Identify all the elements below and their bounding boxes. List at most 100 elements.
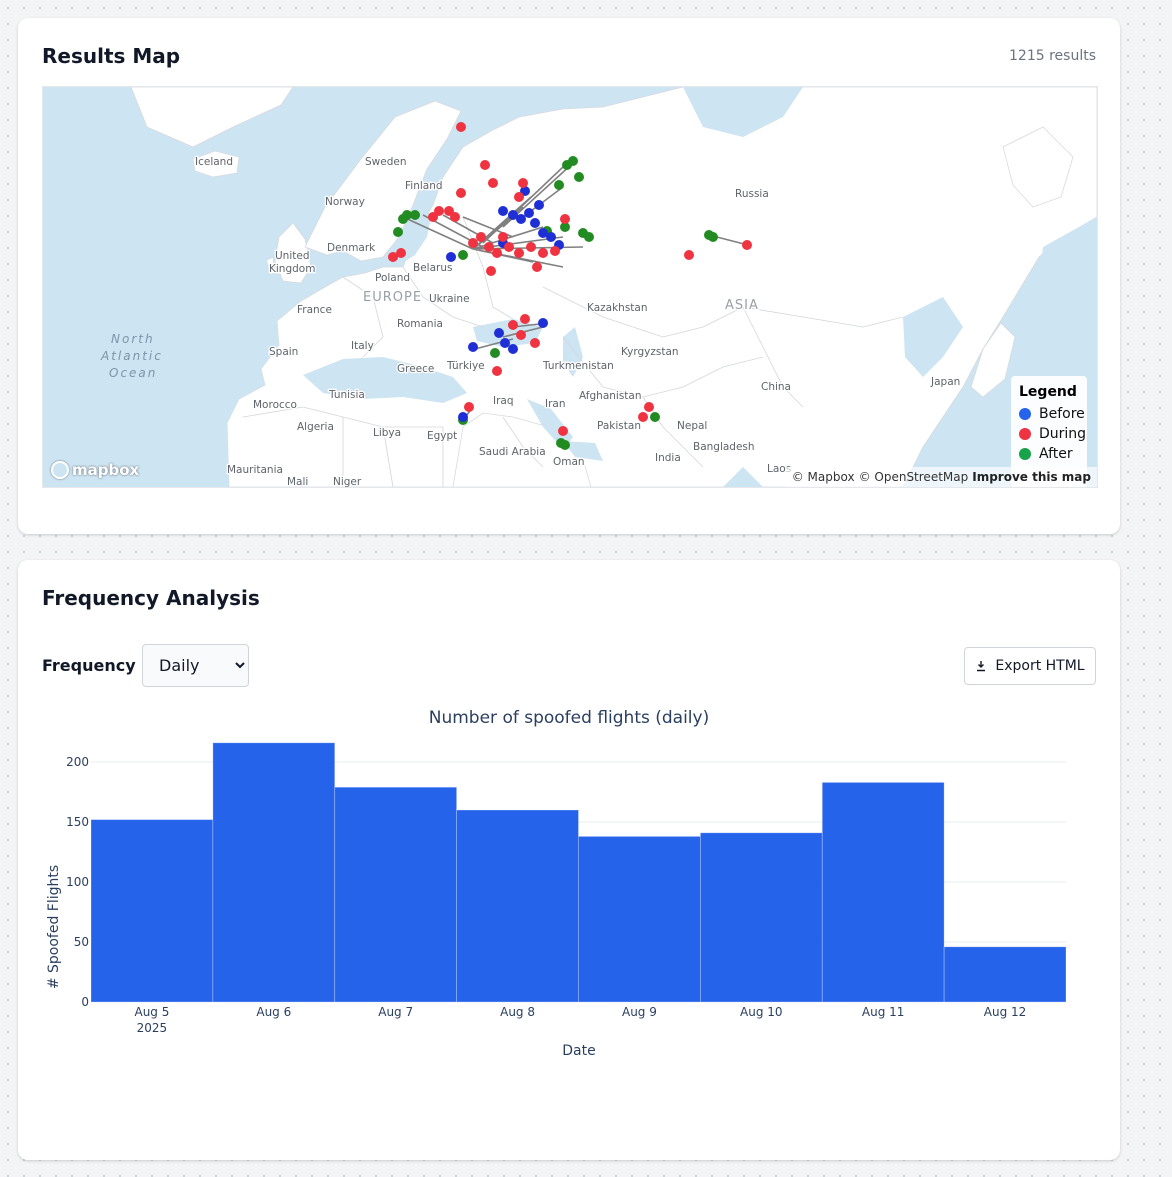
chart-bar[interactable] <box>943 946 1067 1003</box>
map-label-uk-line1: United <box>275 250 310 262</box>
chart-x-tick-label: Aug 5 <box>134 1005 169 1019</box>
chart-bar[interactable] <box>578 835 701 1003</box>
chart-bar[interactable] <box>334 786 458 1003</box>
map-label-kazakhstan: Kazakhstan <box>587 302 648 314</box>
improve-map-link[interactable]: Improve this map <box>972 470 1091 484</box>
results-map[interactable]: Iceland Sweden Finland Norway Russia Den… <box>42 86 1098 488</box>
legend-item-after: After <box>1019 444 1087 464</box>
map-label-iran: Iran <box>545 398 566 410</box>
map-label-tunisia: Tunisia <box>328 389 365 401</box>
map-label-europe: EUROPE <box>363 290 422 305</box>
map-label-romania: Romania <box>397 318 443 330</box>
map-label-saudi-arabia: Saudi Arabia <box>479 446 546 458</box>
map-label-sweden: Sweden <box>365 156 407 168</box>
map-label-turkiye: Türkiye <box>446 360 485 372</box>
frequency-select[interactable]: Daily <box>142 644 249 687</box>
chart-x-tick-label: Aug 12 <box>984 1005 1027 1019</box>
chart-x-tick-label: Aug 7 <box>378 1005 413 1019</box>
map-label-italy: Italy <box>351 340 374 352</box>
legend-dot-before <box>1019 408 1031 420</box>
map-label-mauritania: Mauritania <box>227 464 283 476</box>
chart-x-tick-label: Aug 8 <box>500 1005 535 1019</box>
export-html-button[interactable]: Export HTML <box>964 647 1096 685</box>
map-label-spain: Spain <box>269 346 298 358</box>
frequency-analysis-title: Frequency Analysis <box>42 586 260 610</box>
map-label-france: France <box>297 304 332 316</box>
map-label-pakistan: Pakistan <box>597 420 641 432</box>
results-count: 1215 results <box>1009 48 1096 64</box>
chart-x-tick-label: Aug 9 <box>622 1005 657 1019</box>
map-label-niger: Niger <box>333 476 362 487</box>
legend-dot-after <box>1019 448 1031 460</box>
mapbox-logo-icon <box>51 461 69 479</box>
chart-y-tick-label: 0 <box>81 995 89 1009</box>
results-map-card: Results Map 1215 results <box>18 18 1120 534</box>
map-label-mali: Mali <box>287 476 308 487</box>
chart-y-ticks: 0 50 100 150 200 <box>66 755 89 1009</box>
chart-y-tick-label: 150 <box>66 815 89 829</box>
chart-x-year-label: 2025 <box>137 1021 168 1035</box>
map-label-morocco: Morocco <box>253 399 297 411</box>
chart-x-tick-label: Aug 6 <box>256 1005 291 1019</box>
legend-label-after: After <box>1039 446 1073 462</box>
chart-y-tick-label: 200 <box>66 755 89 769</box>
frequency-analysis-card: Frequency Analysis Frequency Daily Expor… <box>18 560 1120 1160</box>
legend-label-during: During <box>1039 426 1087 442</box>
attribution-osm-link[interactable]: © OpenStreetMap <box>858 470 969 484</box>
download-icon <box>977 661 986 672</box>
chart-bars <box>90 742 1067 1003</box>
map-label-denmark: Denmark <box>327 242 376 254</box>
map-label-ocean-line2: Atlantic <box>100 349 163 363</box>
chart-x-tick-label: Aug 11 <box>862 1005 905 1019</box>
map-label-asia: ASIA <box>725 298 759 313</box>
chart-y-tick-label: 100 <box>66 875 89 889</box>
map-label-iceland: Iceland <box>195 156 233 168</box>
mapbox-logo[interactable]: mapbox <box>51 461 139 479</box>
map-label-finland: Finland <box>405 180 443 192</box>
map-label-kyrgyzstan: Kyrgyzstan <box>621 346 679 358</box>
chart-y-tick-label: 50 <box>74 935 89 949</box>
legend-title: Legend <box>1019 384 1077 400</box>
map-label-iraq: Iraq <box>493 395 514 407</box>
flight-points <box>388 122 752 450</box>
map-label-turkmenistan: Turkmenistan <box>542 360 614 372</box>
chart-bar[interactable] <box>699 832 823 1003</box>
legend-item-during: During <box>1019 424 1087 444</box>
map-attribution: © Mapbox © OpenStreetMap Improve this ma… <box>785 467 1097 487</box>
map-canvas[interactable]: Iceland Sweden Finland Norway Russia Den… <box>43 87 1097 487</box>
map-label-bangladesh: Bangladesh <box>693 441 755 453</box>
map-label-china: China <box>761 381 791 393</box>
chart-bar[interactable] <box>212 742 336 1003</box>
map-label-poland: Poland <box>375 272 410 284</box>
map-label-egypt: Egypt <box>427 430 457 442</box>
legend-item-before: Before <box>1019 404 1087 424</box>
export-html-label: Export HTML <box>995 658 1085 674</box>
chart-x-tick-label: Aug 10 <box>740 1005 783 1019</box>
chart-bar[interactable] <box>821 781 945 1003</box>
results-map-title: Results Map <box>42 44 181 68</box>
chart-x-ticks: Aug 5 Aug 6 Aug 7 Aug 8 Aug 9 Aug 10 Aug 11 Aug… <box>134 1005 1026 1035</box>
chart-x-axis-label: Date <box>562 1043 595 1059</box>
map-label-norway: Norway <box>325 196 365 208</box>
chart-bar[interactable] <box>90 819 214 1003</box>
map-label-afghanistan: Afghanistan <box>579 390 642 402</box>
legend-dot-during <box>1019 428 1031 440</box>
map-label-belarus: Belarus <box>413 262 452 274</box>
chart-bar[interactable] <box>456 809 579 1003</box>
map-label-libya: Libya <box>373 427 401 439</box>
map-label-nepal: Nepal <box>677 420 707 432</box>
frequency-label: Frequency <box>42 656 136 675</box>
chart-y-axis-label: # Spoofed Flights <box>46 865 62 989</box>
map-label-ocean-line1: North <box>111 332 155 346</box>
attribution-mapbox-link[interactable]: © Mapbox <box>791 470 855 484</box>
map-label-ocean-line3: Ocean <box>109 366 157 380</box>
map-label-russia: Russia <box>735 188 769 200</box>
map-label-greece: Greece <box>397 363 434 375</box>
map-label-uk-line2: Kingdom <box>269 263 315 275</box>
chart-title: Number of spoofed flights (daily) <box>429 708 709 728</box>
legend-label-before: Before <box>1039 406 1085 422</box>
map-label-ukraine: Ukraine <box>429 293 470 305</box>
map-label-japan: Japan <box>930 376 960 388</box>
spoofed-flights-chart[interactable]: Number of spoofed flights (daily) 0 50 100… <box>18 560 1120 1160</box>
map-label-algeria: Algeria <box>297 421 334 433</box>
